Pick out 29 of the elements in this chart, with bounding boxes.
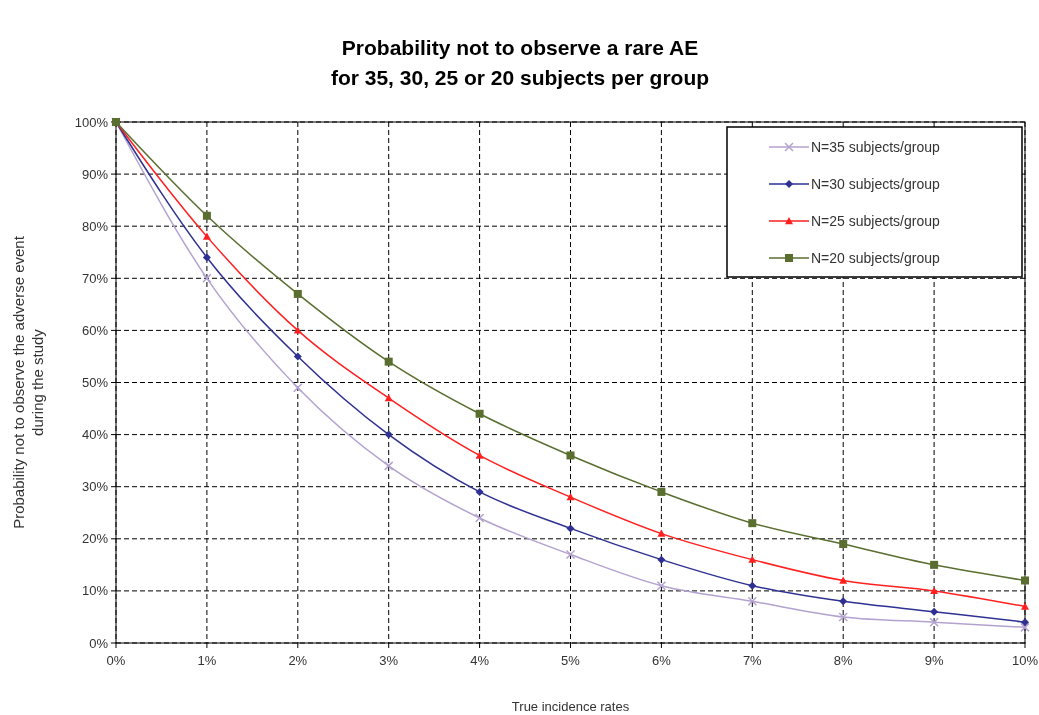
x-tick-label: 10% bbox=[1011, 653, 1039, 668]
x-tick-label: 4% bbox=[470, 653, 490, 668]
legend-label: N=30 subjects/group bbox=[811, 176, 941, 192]
y-tick-label: 70% bbox=[81, 270, 109, 286]
y-tick-label: 10% bbox=[81, 583, 109, 599]
x-tick-label: 0% bbox=[106, 653, 126, 668]
y-tick-label: 90% bbox=[81, 166, 109, 182]
x-tick-label: 8% bbox=[833, 653, 854, 668]
y-tick-label: 100% bbox=[74, 114, 109, 130]
y-axis-title: Probability not to observe the adverse event during the study bbox=[10, 235, 46, 529]
y-tick-label: 40% bbox=[81, 427, 109, 443]
x-tick-label: 3% bbox=[379, 653, 399, 668]
y-tick-label: 50% bbox=[81, 375, 109, 390]
y-tick-label: 0% bbox=[89, 635, 109, 651]
x-axis-title: True incidence rates bbox=[511, 699, 630, 714]
x-tick-label: 9% bbox=[924, 653, 944, 668]
x-tick-label: 1% bbox=[197, 653, 217, 668]
chart-title: Probability not to observe a rare AE for 35, 30, 25 or 20 subjects per group bbox=[330, 36, 710, 89]
x-tick-label: 6% bbox=[652, 653, 672, 668]
x-tick-label: 7% bbox=[742, 653, 763, 668]
y-tick-label: 80% bbox=[81, 218, 109, 234]
legend-label: N=35 subjects/group bbox=[811, 139, 941, 155]
y-tick-label: 60% bbox=[81, 322, 109, 338]
legend-label: N=25 subjects/group bbox=[811, 213, 941, 229]
y-tick-label: 30% bbox=[81, 479, 109, 495]
y-tick-label: 20% bbox=[81, 531, 109, 547]
x-tick-label: 5% bbox=[561, 653, 581, 668]
x-tick-label: 2% bbox=[288, 653, 308, 668]
legend-label: N=20 subjects/group bbox=[811, 250, 941, 266]
